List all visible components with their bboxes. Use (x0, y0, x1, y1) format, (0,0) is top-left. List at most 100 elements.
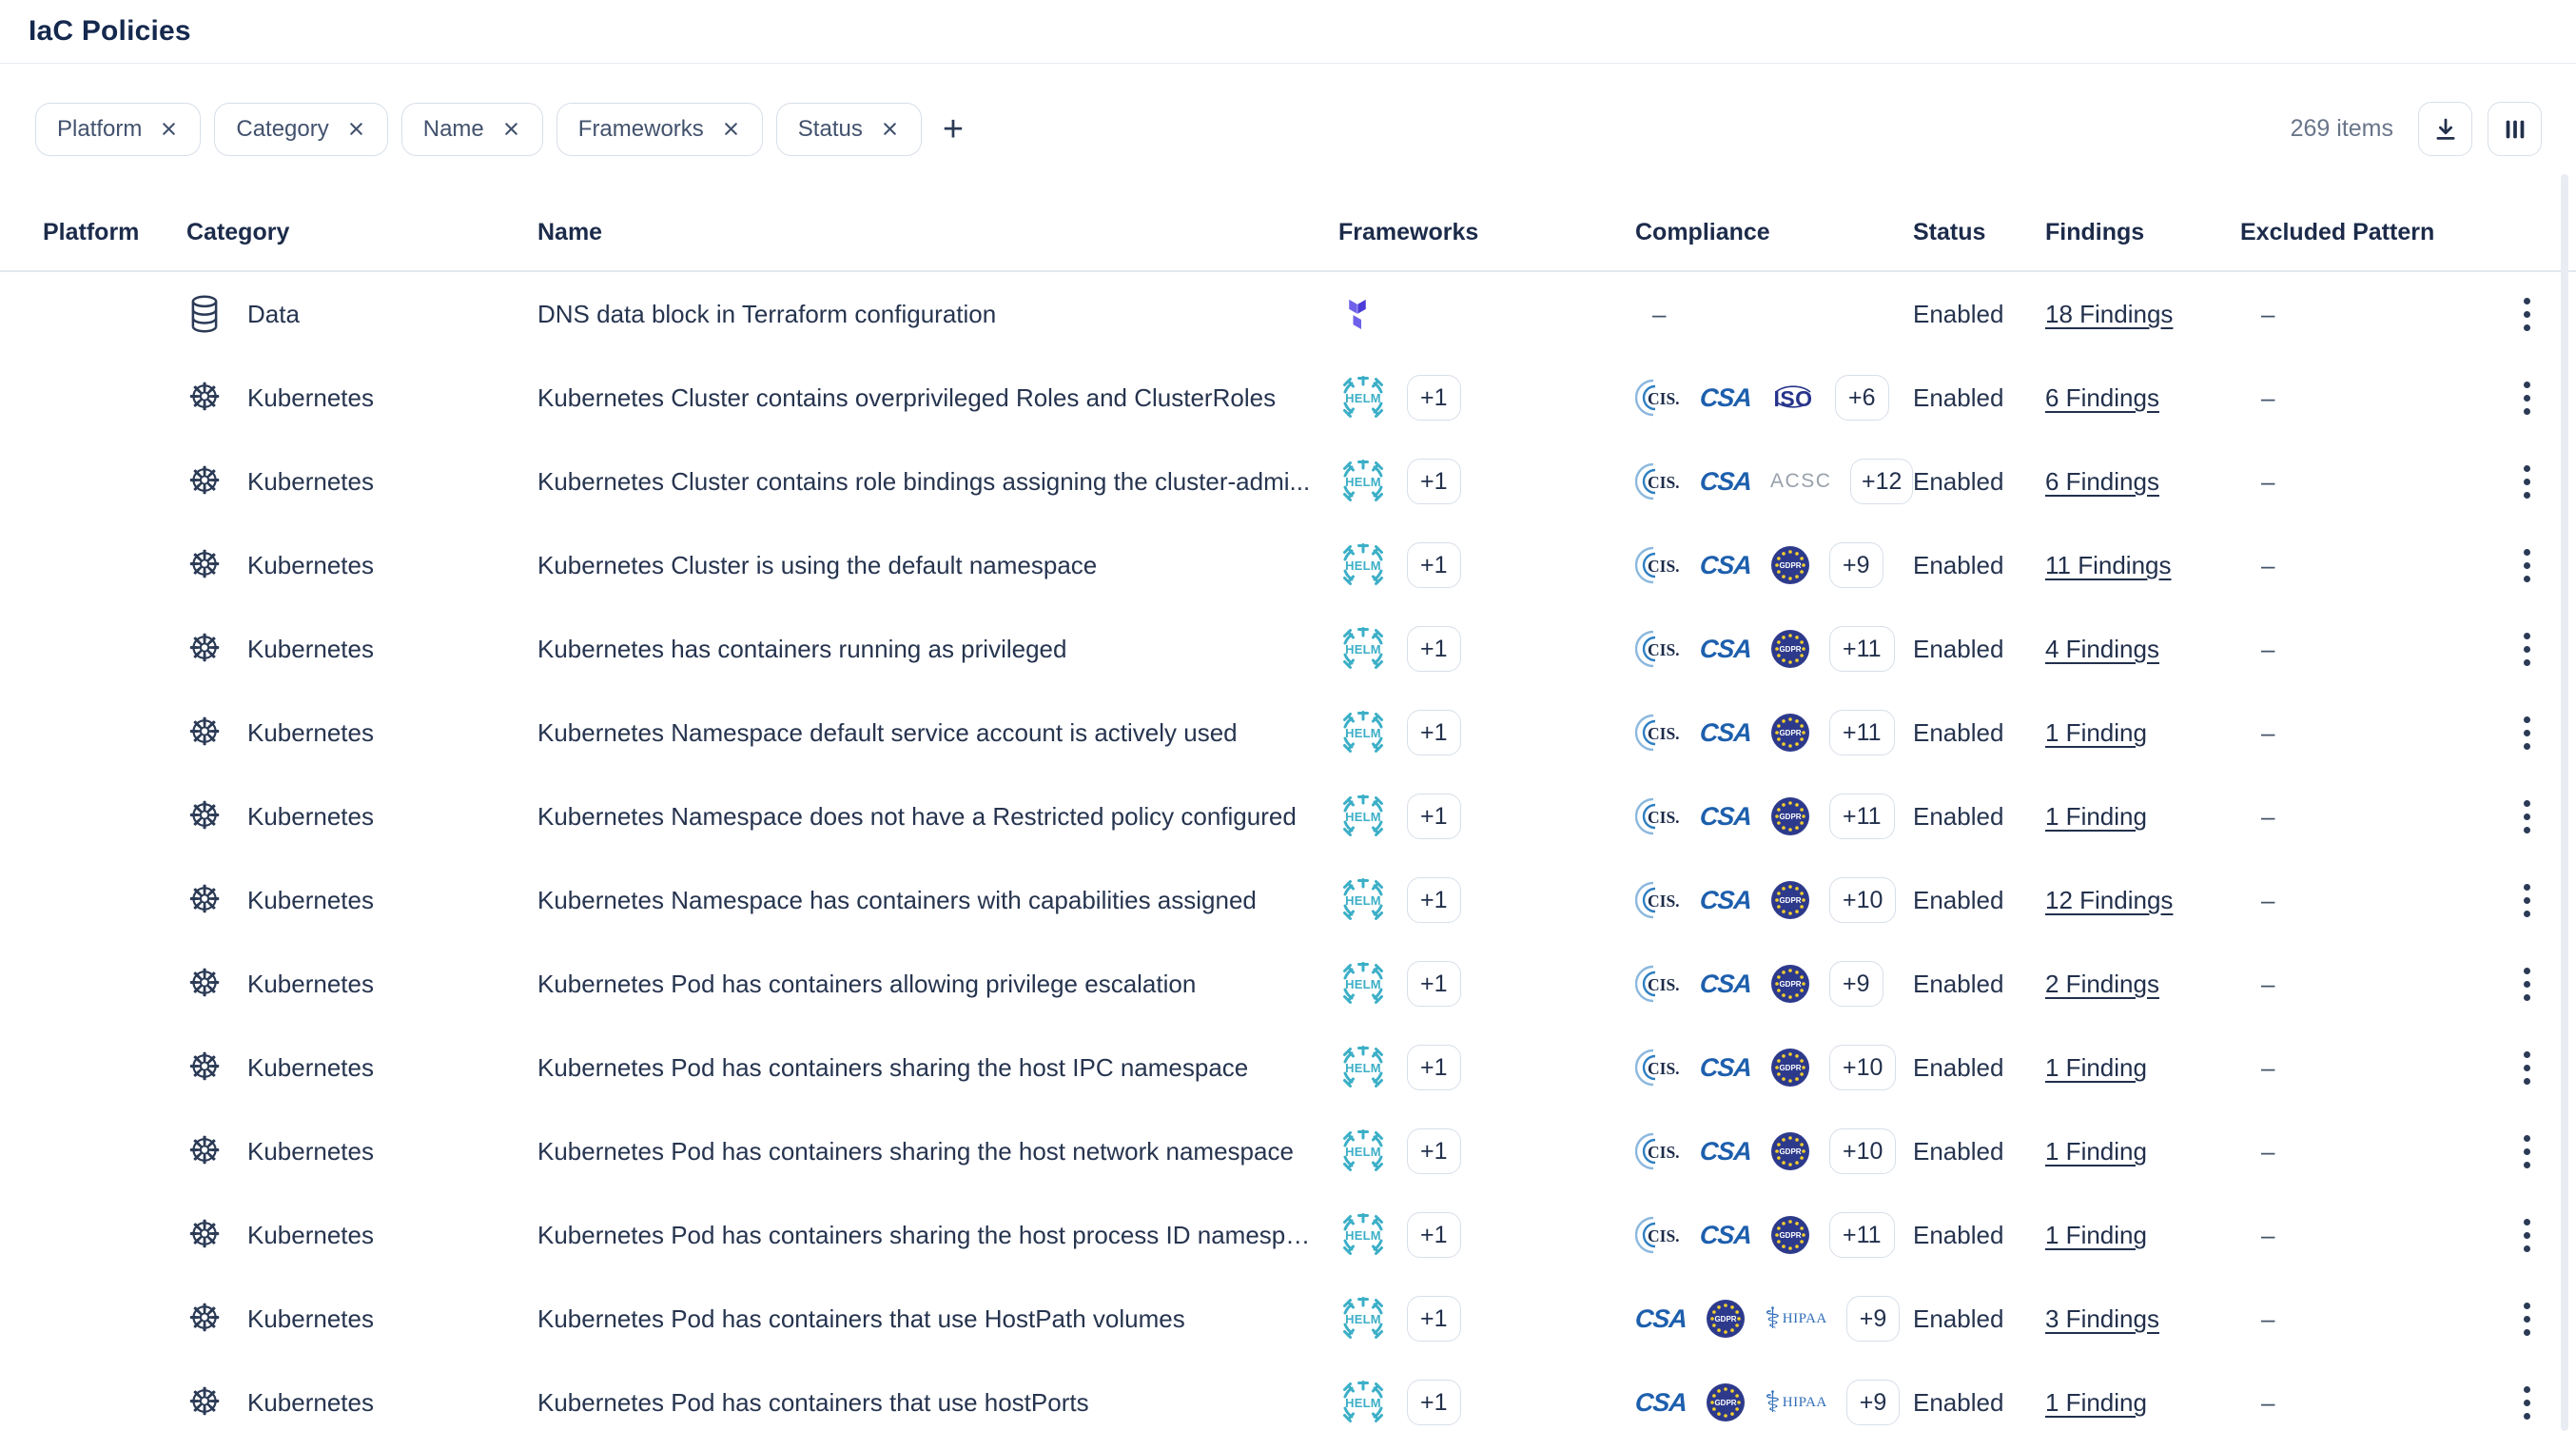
add-filter-button[interactable]: + (942, 108, 965, 149)
table-row[interactable]: Data DNS data block in Terraform configu… (0, 272, 2576, 356)
more-count-badge[interactable]: +1 (1407, 1128, 1461, 1174)
kebab-menu-button[interactable] (2514, 543, 2540, 588)
findings-link[interactable]: 6 Findings (2045, 466, 2159, 496)
findings-link[interactable]: 1 Finding (2045, 1220, 2147, 1249)
kebab-menu-button[interactable] (2514, 878, 2540, 923)
more-count-badge[interactable]: +9 (1845, 1296, 1901, 1342)
toolbar-right: 269 items (2291, 102, 2542, 156)
findings-link[interactable]: 2 Findings (2045, 969, 2159, 998)
cell-findings: 12 Findings (2045, 886, 2240, 915)
findings-link[interactable]: 1 Finding (2045, 717, 2147, 747)
more-count-badge[interactable]: +1 (1407, 459, 1461, 504)
cell-actions (2478, 376, 2576, 421)
table-row[interactable]: ☸ Kubernetes Kubernetes Pod has containe… (0, 1193, 2576, 1277)
findings-link[interactable]: 1 Finding (2045, 1136, 2147, 1166)
excluded-pattern-value: – (2261, 1304, 2275, 1333)
more-count-badge[interactable]: +1 (1407, 1296, 1461, 1342)
more-count-badge[interactable]: +1 (1407, 1380, 1461, 1425)
more-count-badge[interactable]: +1 (1407, 794, 1461, 839)
kebab-menu-button[interactable] (2514, 292, 2540, 337)
kebab-menu-button[interactable] (2514, 1046, 2540, 1090)
table-row[interactable]: ☸ Kubernetes Kubernetes Cluster contains… (0, 356, 2576, 440)
more-count-badge[interactable]: +1 (1407, 626, 1461, 672)
more-count-badge[interactable]: +10 (1829, 877, 1897, 923)
kebab-menu-button[interactable] (2514, 1381, 2540, 1425)
more-count-badge[interactable]: +11 (1829, 1212, 1895, 1258)
findings-link[interactable]: 1 Finding (2045, 801, 2147, 831)
cell-actions (2478, 1213, 2576, 1258)
table-row[interactable]: ☸ Kubernetes Kubernetes Cluster contains… (0, 440, 2576, 523)
column-header-name: Name (537, 218, 603, 245)
filter-chip[interactable]: Name (400, 102, 543, 156)
kebab-menu-button[interactable] (2514, 794, 2540, 839)
svg-text:CIS.: CIS. (1648, 808, 1680, 827)
status-label: Enabled (1913, 885, 2004, 914)
table-row[interactable]: ☸ Kubernetes Kubernetes Pod has containe… (0, 1361, 2576, 1431)
svg-text:GDPR: GDPR (1779, 645, 1801, 654)
findings-link[interactable]: 1 Finding (2045, 1387, 2147, 1417)
close-icon[interactable] (346, 119, 366, 139)
more-count-badge[interactable]: +1 (1407, 1045, 1461, 1090)
more-count-badge[interactable]: +10 (1829, 1128, 1897, 1174)
findings-link[interactable]: 4 Findings (2045, 634, 2159, 663)
more-count-badge[interactable]: +11 (1829, 626, 1895, 672)
filter-chip[interactable]: Platform (35, 102, 202, 156)
kebab-menu-button[interactable] (2514, 1213, 2540, 1258)
findings-link[interactable]: 6 Findings (2045, 382, 2159, 412)
findings-link[interactable]: 1 Finding (2045, 1052, 2147, 1082)
more-count-badge[interactable]: +10 (1829, 1045, 1897, 1090)
findings-link[interactable]: 12 Findings (2045, 885, 2174, 914)
table-row[interactable]: ☸ Kubernetes Kubernetes has containers r… (0, 607, 2576, 691)
table-row[interactable]: ☸ Kubernetes Kubernetes Pod has containe… (0, 1109, 2576, 1193)
columns-button[interactable] (2488, 102, 2542, 156)
table-row[interactable]: ☸ Kubernetes Kubernetes Namespace does n… (0, 774, 2576, 858)
more-count-badge[interactable]: +9 (1829, 961, 1883, 1007)
vertical-scrollbar[interactable] (2561, 174, 2568, 1431)
findings-link[interactable]: 3 Findings (2045, 1304, 2159, 1333)
filter-chip[interactable]: Status (775, 102, 922, 156)
more-count-badge[interactable]: +9 (1845, 1380, 1901, 1425)
helm-icon: HELM (1338, 627, 1388, 671)
kebab-menu-button[interactable] (2514, 376, 2540, 421)
table-row[interactable]: ☸ Kubernetes Kubernetes Pod has containe… (0, 1026, 2576, 1109)
more-count-badge[interactable]: +1 (1407, 375, 1461, 421)
close-icon[interactable] (159, 119, 179, 139)
cell-findings: 1 Finding (2045, 718, 2240, 748)
findings-link[interactable]: 11 Findings (2045, 550, 2172, 579)
close-icon[interactable] (721, 119, 741, 139)
more-count-badge[interactable]: +1 (1407, 710, 1461, 755)
more-count-badge[interactable]: +1 (1407, 961, 1461, 1007)
findings-link[interactable]: 18 Findings (2045, 299, 2174, 328)
kebab-menu-button[interactable] (2514, 711, 2540, 755)
table-row[interactable]: ☸ Kubernetes Kubernetes Pod has containe… (0, 942, 2576, 1026)
cell-findings: 1 Finding (2045, 1221, 2240, 1250)
cell-compliance: – (1635, 300, 1913, 329)
kebab-menu-button[interactable] (2514, 460, 2540, 504)
kebab-menu-button[interactable] (2514, 962, 2540, 1007)
download-button[interactable] (2418, 102, 2472, 156)
kebab-menu-button[interactable] (2514, 627, 2540, 672)
csa-icon: CSA (1698, 969, 1753, 998)
more-count-badge[interactable]: +9 (1829, 542, 1883, 588)
cell-frameworks: HELM +1 (1338, 626, 1635, 672)
table-row[interactable]: ☸ Kubernetes Kubernetes Cluster is using… (0, 523, 2576, 607)
more-count-badge[interactable]: +1 (1407, 877, 1461, 923)
more-count-badge[interactable]: +6 (1835, 375, 1889, 421)
more-count-badge[interactable]: +1 (1407, 1212, 1461, 1258)
close-icon[interactable] (501, 119, 521, 139)
table-row[interactable]: ☸ Kubernetes Kubernetes Namespace defaul… (0, 691, 2576, 774)
kebab-menu-button[interactable] (2514, 1297, 2540, 1342)
kebab-menu-button[interactable] (2514, 1129, 2540, 1174)
table-row[interactable]: ☸ Kubernetes Kubernetes Namespace has co… (0, 858, 2576, 942)
table-row[interactable]: ☸ Kubernetes Kubernetes Pod has containe… (0, 1277, 2576, 1361)
more-count-badge[interactable]: +11 (1829, 794, 1895, 839)
more-count-badge[interactable]: +12 (1850, 459, 1913, 504)
close-icon[interactable] (880, 119, 900, 139)
more-count-badge[interactable]: +11 (1829, 710, 1895, 755)
more-count-badge[interactable]: +1 (1407, 542, 1461, 588)
filter-chip[interactable]: Frameworks (556, 102, 763, 156)
items-count: 269 items (2290, 115, 2393, 142)
status-label: Enabled (1913, 634, 2004, 663)
status-label: Enabled (1913, 1387, 2004, 1417)
filter-chip[interactable]: Category (214, 102, 388, 156)
